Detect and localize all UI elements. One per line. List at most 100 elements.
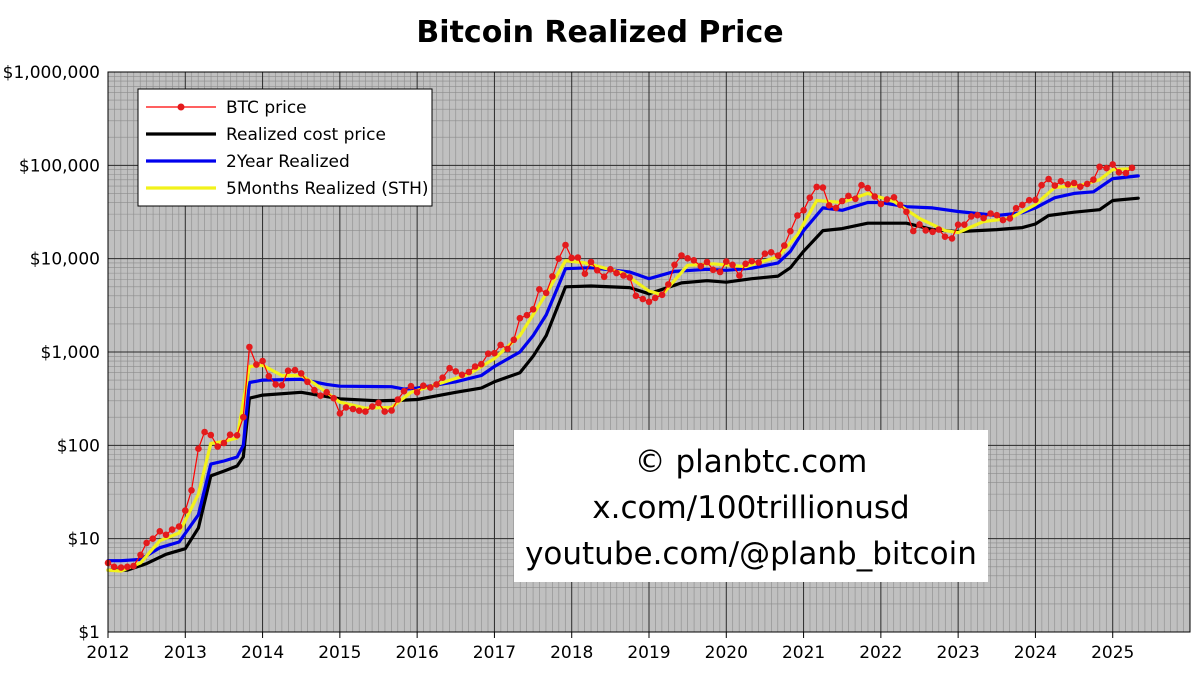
series-line [106, 167, 1134, 573]
btc-price-point [156, 528, 164, 535]
btc-price-point [774, 252, 782, 259]
btc-price-point [284, 367, 292, 375]
chart-title: Bitcoin Realized Price [416, 15, 783, 50]
btc-price-point [420, 382, 427, 390]
btc-price-point [478, 360, 485, 368]
btc-price-point [568, 254, 575, 262]
x-tick-label: 2021 [782, 643, 825, 663]
btc-price-point [536, 286, 543, 293]
btc-price-point [620, 272, 627, 279]
btc-price-point [935, 226, 943, 233]
btc-price-point [877, 200, 885, 208]
btc-price-point [1090, 176, 1097, 183]
btc-price-point [1077, 183, 1084, 190]
btc-price-point [806, 194, 814, 201]
y-tick-label: $100 [57, 436, 100, 456]
btc-price-point [890, 194, 898, 201]
btc-price-point [124, 563, 131, 571]
watermark-line: youtube.com/@planb_bitcoin [525, 536, 977, 572]
btc-price-point [1032, 196, 1039, 204]
btc-price-point [852, 195, 859, 203]
btc-price-point [709, 266, 717, 274]
btc-price-point [910, 227, 917, 235]
btc-price-point [1006, 215, 1014, 222]
btc-price-point [188, 487, 195, 494]
btc-price-point [632, 292, 640, 300]
btc-price-point [240, 413, 247, 421]
btc-price-point [1115, 169, 1123, 176]
btc-price-point [542, 289, 550, 297]
btc-price-point [896, 201, 904, 209]
btc-price-point [336, 410, 344, 417]
btc-price-point [703, 258, 711, 266]
btc-price-point [723, 258, 730, 265]
btc-price-point [427, 384, 434, 391]
btc-price-point [1103, 164, 1110, 172]
watermark: © planbtc.com x.com/100trillionusd youtube… [514, 430, 988, 582]
btc-price-point [413, 389, 421, 396]
x-tick-label: 2012 [86, 643, 129, 663]
btc-price-point [999, 216, 1007, 224]
btc-price-point [800, 207, 807, 214]
btc-price-point [1128, 164, 1136, 172]
btc-price-point [819, 184, 827, 191]
btc-price-point [639, 295, 647, 303]
btc-price-point [214, 443, 221, 450]
btc-price-point [993, 211, 1001, 219]
legend: BTC price Realized cost price 2Year Realiz… [137, 88, 433, 207]
btc-price-point [651, 294, 659, 302]
y-tick-label: $1 [78, 623, 100, 643]
y-tick-label: $1,000,000 [3, 63, 100, 83]
x-tick-label: 2024 [1014, 643, 1057, 663]
btc-price-point [504, 345, 511, 353]
btc-price-point [439, 374, 446, 382]
btc-price-point [1012, 204, 1020, 212]
watermark-box [514, 430, 988, 582]
x-tick-label: 2023 [937, 643, 980, 663]
btc-price-point [813, 183, 820, 191]
btc-price-point [587, 258, 595, 266]
legend-marker [177, 103, 185, 111]
btc-price-point [748, 257, 756, 265]
btc-price-point [233, 432, 241, 439]
btc-price-point [626, 274, 633, 281]
btc-price-point [465, 368, 473, 376]
btc-price-point [117, 564, 125, 571]
btc-price-point [1045, 175, 1052, 183]
btc-price-point [529, 306, 537, 313]
btc-price-point [446, 364, 453, 372]
btc-price-point [201, 428, 208, 436]
btc-price-point [394, 396, 402, 403]
btc-price-point [755, 259, 762, 266]
btc-price-point [433, 381, 440, 388]
btc-price-point [864, 184, 871, 192]
btc-price-point [349, 405, 357, 413]
btc-price-point [362, 408, 369, 415]
btc-price-point [684, 254, 691, 262]
btc-price-point [143, 539, 150, 547]
btc-price-point [491, 349, 498, 357]
btc-price-point [883, 196, 891, 203]
btc-price-point [613, 269, 620, 277]
x-tick-label: 2020 [705, 643, 748, 663]
btc-price-point [407, 382, 415, 390]
x-tick-label: 2015 [318, 643, 361, 663]
y-tick-label: $1,000 [41, 343, 100, 363]
btc-price-point [845, 192, 852, 200]
btc-price-point [825, 202, 833, 209]
btc-price-point [665, 281, 672, 288]
btc-price-point [1019, 201, 1026, 209]
btc-price-point [574, 254, 582, 261]
btc-price-point [1057, 178, 1065, 185]
y-axis: $1 $10 $100 $1,000 $10,000 $100,000 $1,000,000 [3, 63, 100, 643]
watermark-line: x.com/100trillionusd [592, 490, 909, 526]
btc-price-point [207, 431, 215, 439]
btc-price-point [130, 562, 137, 570]
btc-price-point [510, 336, 518, 344]
btc-price-point [858, 181, 865, 189]
btc-price-point [987, 210, 994, 217]
btc-price-point [961, 221, 968, 228]
x-tick-label: 2019 [627, 643, 670, 663]
btc-price-point [253, 361, 260, 368]
